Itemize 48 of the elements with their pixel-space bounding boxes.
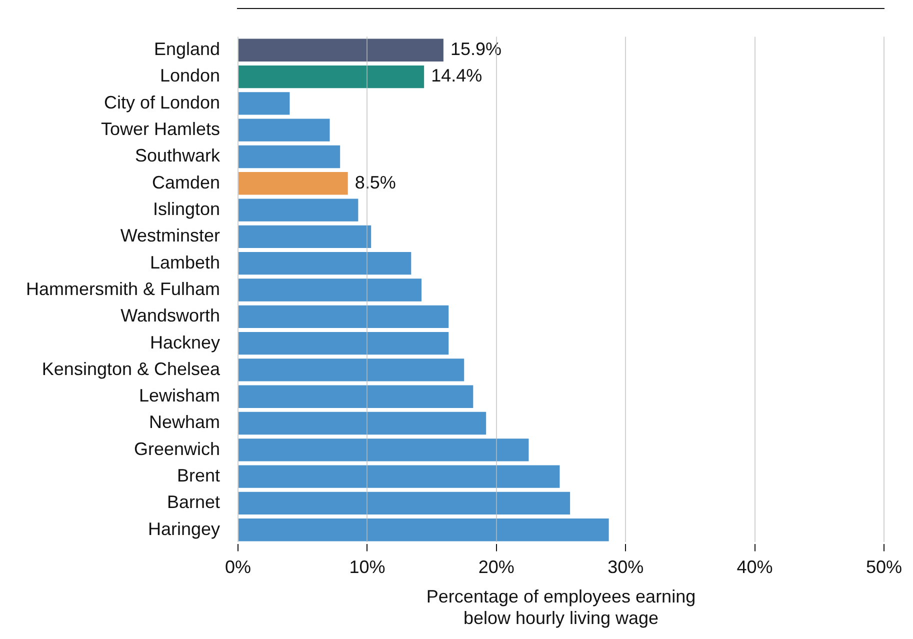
bar xyxy=(238,305,449,328)
y-tick-label: England xyxy=(154,39,220,60)
x-tick-label: 10% xyxy=(349,556,386,577)
bar xyxy=(238,492,570,515)
bar xyxy=(238,438,529,462)
y-tick-label: Haringey xyxy=(148,518,220,539)
bar xyxy=(238,465,560,488)
y-tick-label: Brent xyxy=(177,466,220,486)
y-tick-label: Newham xyxy=(149,412,220,432)
x-tick-label: 0% xyxy=(225,556,252,577)
bar xyxy=(238,172,348,195)
bar xyxy=(238,225,372,248)
bar xyxy=(238,518,609,542)
y-tick-label: Lambeth xyxy=(150,252,220,272)
bar xyxy=(238,92,290,115)
x-axis-title: Percentage of employees earning below hourly living wage xyxy=(426,586,696,628)
y-tick-label: Wandsworth xyxy=(120,306,220,326)
y-tick-label: Southwark xyxy=(134,146,222,166)
y-tick-label: Barnet xyxy=(166,492,220,512)
bar xyxy=(238,198,358,222)
x-tick-label: 20% xyxy=(478,556,514,577)
y-tick-label: London xyxy=(160,66,220,86)
bar xyxy=(238,252,412,275)
bar xyxy=(238,278,422,302)
y-tick-label: Kensington & Chelsea xyxy=(42,358,222,379)
bar xyxy=(238,118,330,142)
y-tick-label: Lewisham xyxy=(138,386,220,406)
bar xyxy=(238,38,444,62)
y-tick-label: Hackney xyxy=(150,332,220,352)
y-tick-label: City of London xyxy=(104,92,220,112)
bar xyxy=(238,145,340,168)
bar xyxy=(238,65,424,88)
x-tick-label: 30% xyxy=(608,556,644,577)
y-tick-label: Camden xyxy=(152,172,220,192)
y-tick-label: Greenwich xyxy=(134,438,220,459)
y-tick-label: Westminster xyxy=(120,226,220,246)
x-tick-label: 40% xyxy=(736,556,773,577)
x-tick-label: 50% xyxy=(866,556,902,577)
data-label: 8.5% xyxy=(354,172,396,192)
y-tick-label: Hammersmith & Fulham xyxy=(26,278,220,299)
y-tick-label: Islington xyxy=(152,199,220,220)
data-label: 15.9% xyxy=(450,39,502,60)
bar xyxy=(238,385,474,408)
data-label: 14.4% xyxy=(431,66,482,86)
y-tick-label: Tower Hamlets xyxy=(101,119,220,140)
bar xyxy=(238,358,464,382)
bar xyxy=(238,332,449,355)
bar xyxy=(238,412,486,435)
